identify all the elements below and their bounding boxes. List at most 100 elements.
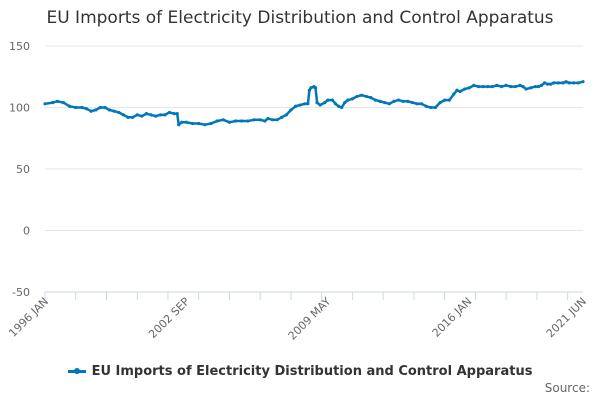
- data-point[interactable]: [190, 121, 195, 126]
- data-point[interactable]: [463, 87, 467, 91]
- data-point[interactable]: [309, 86, 313, 90]
- data-point[interactable]: [455, 88, 459, 92]
- data-point[interactable]: [112, 109, 116, 113]
- data-point[interactable]: [355, 94, 359, 99]
- data-point[interactable]: [360, 93, 364, 97]
- data-point[interactable]: [172, 112, 176, 116]
- data-point[interactable]: [163, 113, 167, 117]
- data-point[interactable]: [107, 108, 112, 112]
- data-point[interactable]: [43, 102, 47, 106]
- data-point[interactable]: [154, 114, 158, 118]
- data-point[interactable]: [424, 104, 428, 108]
- data-point[interactable]: [252, 118, 256, 122]
- data-point[interactable]: [490, 84, 494, 89]
- data-point[interactable]: [263, 119, 267, 123]
- data-point[interactable]: [197, 121, 201, 126]
- data-point[interactable]: [396, 98, 401, 102]
- data-point[interactable]: [298, 103, 302, 107]
- data-point[interactable]: [567, 81, 571, 85]
- data-point[interactable]: [275, 118, 279, 122]
- data-point[interactable]: [234, 119, 238, 123]
- data-point[interactable]: [313, 86, 318, 90]
- data-point[interactable]: [330, 98, 335, 102]
- data-point[interactable]: [536, 84, 541, 89]
- data-point[interactable]: [518, 83, 522, 87]
- data-point[interactable]: [524, 87, 528, 91]
- data-point[interactable]: [307, 88, 311, 92]
- data-point[interactable]: [443, 98, 447, 102]
- data-point[interactable]: [429, 105, 433, 110]
- data-point[interactable]: [472, 83, 476, 87]
- data-point[interactable]: [513, 84, 517, 89]
- data-point[interactable]: [410, 100, 414, 105]
- data-point[interactable]: [158, 113, 162, 117]
- data-point[interactable]: [350, 97, 355, 101]
- data-point[interactable]: [556, 81, 561, 85]
- data-point[interactable]: [266, 116, 270, 121]
- data-point[interactable]: [51, 100, 55, 105]
- data-point[interactable]: [383, 100, 387, 105]
- data-point[interactable]: [167, 110, 172, 115]
- data-point[interactable]: [227, 120, 232, 124]
- data-point[interactable]: [258, 118, 262, 122]
- data-point[interactable]: [215, 119, 219, 123]
- data-point[interactable]: [495, 83, 499, 87]
- data-point[interactable]: [378, 99, 382, 103]
- data-point[interactable]: [318, 103, 322, 107]
- data-point[interactable]: [284, 113, 288, 117]
- data-point[interactable]: [98, 105, 102, 110]
- data-point[interactable]: [121, 113, 125, 117]
- data-point[interactable]: [280, 115, 284, 119]
- data-point[interactable]: [546, 82, 550, 86]
- data-point[interactable]: [326, 98, 330, 102]
- data-point[interactable]: [406, 99, 410, 103]
- data-point[interactable]: [336, 104, 341, 108]
- data-point[interactable]: [401, 99, 405, 103]
- data-point[interactable]: [481, 84, 485, 89]
- data-point[interactable]: [340, 105, 344, 110]
- data-point[interactable]: [306, 102, 310, 106]
- data-point[interactable]: [552, 81, 556, 85]
- data-point[interactable]: [529, 86, 533, 90]
- data-point[interactable]: [533, 84, 537, 89]
- data-point[interactable]: [420, 102, 424, 106]
- data-point[interactable]: [149, 113, 153, 117]
- data-point[interactable]: [246, 119, 250, 123]
- data-point[interactable]: [581, 80, 585, 84]
- data-point[interactable]: [486, 84, 490, 89]
- data-point[interactable]: [135, 113, 139, 117]
- data-point[interactable]: [415, 102, 419, 106]
- data-point[interactable]: [499, 84, 504, 89]
- data-point[interactable]: [564, 80, 568, 84]
- data-point[interactable]: [447, 98, 451, 102]
- data-point[interactable]: [346, 98, 350, 102]
- data-point[interactable]: [392, 99, 396, 103]
- data-point[interactable]: [209, 121, 213, 126]
- data-point[interactable]: [289, 108, 293, 112]
- data-point[interactable]: [131, 115, 135, 119]
- data-point[interactable]: [89, 109, 93, 113]
- data-point[interactable]: [80, 105, 84, 110]
- data-point[interactable]: [549, 82, 553, 86]
- data-point[interactable]: [343, 100, 347, 105]
- data-point[interactable]: [103, 105, 107, 110]
- data-point[interactable]: [438, 100, 442, 105]
- data-point[interactable]: [117, 110, 121, 115]
- data-point[interactable]: [240, 119, 244, 123]
- data-point[interactable]: [221, 118, 225, 122]
- data-point[interactable]: [369, 96, 373, 100]
- data-point[interactable]: [467, 86, 471, 90]
- data-point[interactable]: [542, 81, 547, 85]
- data-point[interactable]: [203, 123, 207, 127]
- data-point[interactable]: [144, 112, 149, 116]
- data-point[interactable]: [364, 94, 368, 99]
- data-point[interactable]: [452, 92, 456, 96]
- data-point[interactable]: [126, 115, 130, 119]
- data-point[interactable]: [55, 99, 59, 103]
- data-point[interactable]: [476, 84, 481, 89]
- data-point[interactable]: [433, 105, 438, 110]
- data-point[interactable]: [270, 118, 275, 122]
- data-point[interactable]: [373, 98, 378, 102]
- data-point[interactable]: [572, 81, 576, 85]
- data-point[interactable]: [177, 123, 181, 127]
